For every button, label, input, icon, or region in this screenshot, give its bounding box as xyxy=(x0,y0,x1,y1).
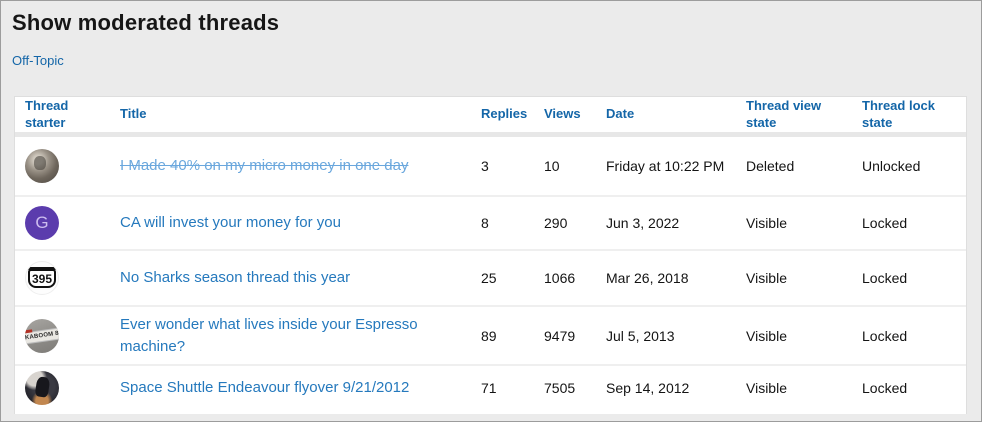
thread-row: 395 No Sharks season thread this year 25… xyxy=(15,249,966,305)
date-cell: Friday at 10:22 PM xyxy=(606,158,725,174)
page-title: Show moderated threads xyxy=(12,10,280,35)
column-header-title: Title xyxy=(120,106,147,122)
date-cell: Mar 26, 2018 xyxy=(606,270,689,286)
kaboom-8-license-plate-avatar[interactable]: KABOOM 8 xyxy=(25,318,59,353)
letter-g-avatar[interactable]: G xyxy=(25,206,59,240)
moderated-threads-table: Thread starter Title Replies Views Date … xyxy=(14,96,967,414)
column-header-thread-lock-state: Thread lock state xyxy=(862,98,935,130)
thread-row: I Made 40% on my micro money in one day … xyxy=(15,137,966,195)
views-cell: 10 xyxy=(544,158,560,174)
column-header-date: Date xyxy=(606,106,635,122)
lock-state-cell: Locked xyxy=(862,270,908,286)
view-state-cell: Visible xyxy=(746,215,787,231)
lock-state-cell: Locked xyxy=(862,215,908,231)
thread-title-link[interactable]: I Made 40% on my micro money in one day xyxy=(120,157,409,175)
replies-cell: 25 xyxy=(481,270,497,286)
replies-cell: 89 xyxy=(481,327,497,344)
view-state-cell: Visible xyxy=(746,379,787,396)
column-header-thread-view-state: Thread view state xyxy=(746,98,822,130)
views-cell: 1066 xyxy=(544,270,576,286)
user-photo-avatar[interactable] xyxy=(25,149,59,183)
thread-title-link[interactable]: CA will invest your money for you xyxy=(120,214,341,232)
date-cell: Sep 14, 2012 xyxy=(606,379,690,396)
replies-cell: 3 xyxy=(481,158,489,174)
date-cell: Jul 5, 2013 xyxy=(606,327,675,344)
dark-photo-avatar[interactable] xyxy=(25,370,59,405)
route-395-shield-avatar[interactable]: 395 xyxy=(25,261,59,295)
table-header-row: Thread starter Title Replies Views Date … xyxy=(15,97,966,137)
thread-row: G CA will invest your money for you 8 29… xyxy=(15,195,966,249)
route-shield-number: 395 xyxy=(26,266,58,288)
thread-row: KABOOM 8 Ever wonder what lives inside y… xyxy=(15,305,966,364)
views-cell: 7505 xyxy=(544,379,576,396)
thread-title-link[interactable]: Space Shuttle Endeavour flyover 9/21/201… xyxy=(120,378,410,396)
views-cell: 9479 xyxy=(544,327,576,344)
views-cell: 290 xyxy=(544,215,568,231)
column-header-thread-starter: Thread starter xyxy=(25,98,69,130)
thread-row: Space Shuttle Endeavour flyover 9/21/201… xyxy=(15,364,966,409)
license-plate-text: KABOOM 8 xyxy=(25,326,59,345)
view-state-cell: Visible xyxy=(746,270,787,286)
column-header-views: Views xyxy=(544,106,581,122)
view-state-cell: Deleted xyxy=(746,158,795,174)
avatar-letter: G xyxy=(35,213,49,232)
thread-title-link[interactable]: Ever wonder what lives inside your Espre… xyxy=(120,315,418,355)
column-header-replies: Replies xyxy=(481,106,528,122)
forum-link-off-topic[interactable]: Off-Topic xyxy=(12,53,64,68)
lock-state-cell: Locked xyxy=(862,327,908,344)
view-state-cell: Visible xyxy=(746,327,787,344)
lock-state-cell: Unlocked xyxy=(862,158,921,174)
replies-cell: 8 xyxy=(481,215,489,231)
lock-state-cell: Locked xyxy=(862,379,908,396)
thread-title-link[interactable]: No Sharks season thread this year xyxy=(120,269,351,287)
date-cell: Jun 3, 2022 xyxy=(606,215,680,231)
replies-cell: 71 xyxy=(481,379,497,396)
